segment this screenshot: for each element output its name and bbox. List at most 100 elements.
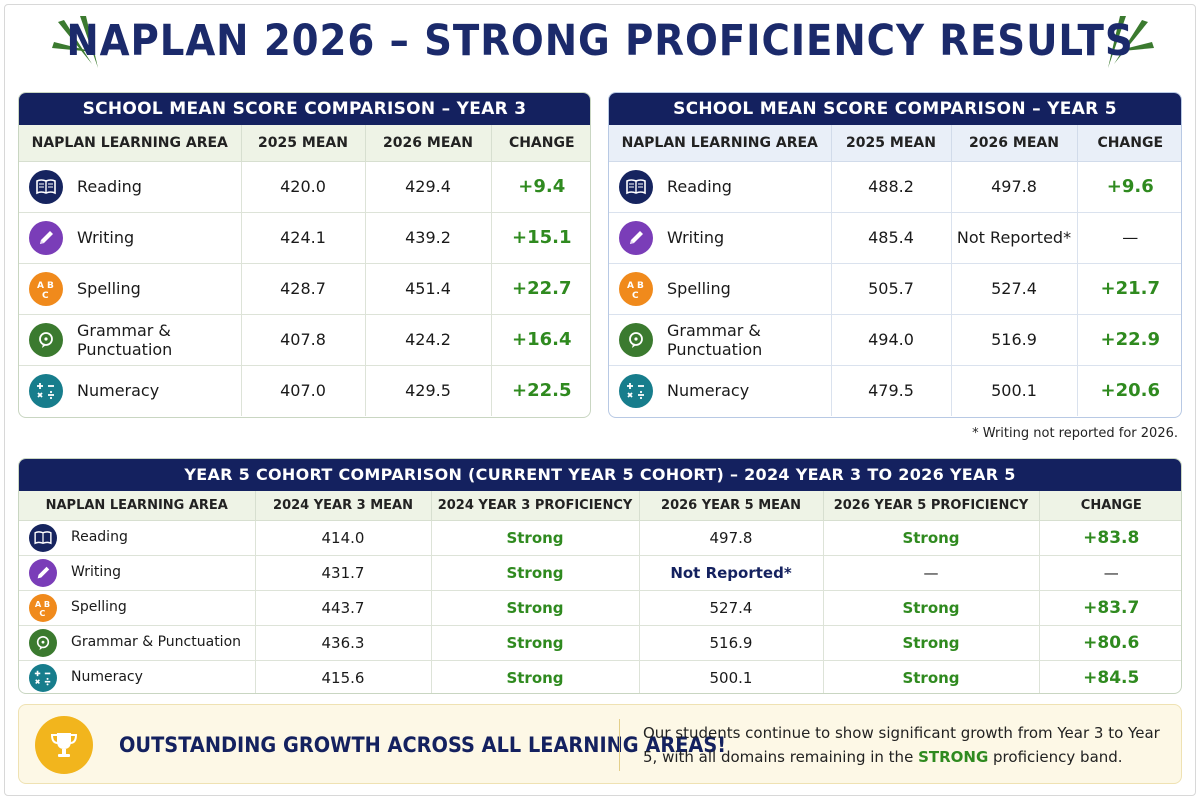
- change-value: +21.7: [1077, 263, 1181, 315]
- area-label: Reading: [71, 529, 128, 545]
- column-header: 2026 YEAR 5 PROFICIENCY: [823, 491, 1040, 521]
- change-value: +15.1: [491, 212, 590, 264]
- svg-text:C: C: [39, 608, 45, 618]
- mean-2025: 420.0: [241, 161, 366, 213]
- mean-2025: 428.7: [241, 263, 366, 315]
- mean-2025: 488.2: [831, 161, 952, 213]
- table-row: Grammar & Punctuation 494.0 516.9 +22.9: [609, 314, 1181, 366]
- column-header: CHANGE: [491, 125, 590, 162]
- mean-2026: 516.9: [951, 314, 1078, 366]
- book-icon: [619, 169, 653, 204]
- mean-2025: 424.1: [241, 212, 366, 264]
- area-cell: Writing: [609, 212, 832, 264]
- change-value: +83.8: [1039, 520, 1181, 556]
- area-label: Grammar & Punctuation: [71, 634, 242, 650]
- column-header: 2024 YEAR 3 MEAN: [255, 491, 432, 521]
- area-label: Spelling: [667, 279, 731, 298]
- y3-mean: 436.3: [255, 625, 432, 661]
- banner-highlight: STRONG: [918, 748, 989, 766]
- math-symbols-icon: [619, 373, 653, 408]
- svg-text:A: A: [627, 281, 634, 291]
- area-label: Writing: [77, 228, 135, 247]
- table-row: Writing 485.4 Not Reported* —: [609, 212, 1181, 264]
- table-row: Writing 431.7 Strong Not Reported* — —: [19, 555, 1181, 591]
- y5-proficiency: Strong: [823, 625, 1040, 661]
- svg-text:A: A: [35, 599, 42, 609]
- table-header-row: NAPLAN LEARNING AREA 2024 YEAR 3 MEAN 20…: [19, 491, 1181, 521]
- year3-panel: SCHOOL MEAN SCORE COMPARISON – YEAR 3 NA…: [18, 92, 591, 418]
- y3-mean: 431.7: [255, 555, 432, 591]
- mean-2026: 429.4: [365, 161, 492, 213]
- area-cell: Grammar & Punctuation: [19, 625, 256, 661]
- area-cell: Reading: [19, 161, 242, 213]
- cohort-table: NAPLAN LEARNING AREA 2024 YEAR 3 MEAN 20…: [19, 491, 1181, 693]
- page-title: NAPLAN 2026 – STRONG PROFICIENCY RESULTS: [66, 16, 1134, 66]
- change-value: +20.6: [1100, 380, 1161, 402]
- change-value: —: [1039, 555, 1181, 591]
- y3-mean: 414.0: [255, 520, 432, 556]
- banner-text-start: Our students continue to show significan…: [643, 724, 1160, 766]
- y3-proficiency: Strong: [431, 555, 640, 591]
- mean-2026: 497.8: [951, 161, 1078, 213]
- column-header: CHANGE: [1077, 125, 1181, 162]
- math-symbols-icon: [29, 663, 57, 692]
- y3-proficiency: Strong: [431, 590, 640, 626]
- column-header: 2026 YEAR 5 MEAN: [639, 491, 824, 521]
- burst-right-icon: [1108, 16, 1154, 68]
- y3-proficiency: Strong: [431, 660, 640, 693]
- table-row: Reading 420.0 429.4 +9.4: [19, 161, 590, 213]
- area-label: Spelling: [71, 599, 127, 615]
- speech-bubble-icon: [29, 628, 57, 657]
- change-value: +22.9: [1077, 314, 1181, 366]
- y3-proficiency: Strong: [431, 520, 640, 556]
- column-header: 2025 MEAN: [831, 125, 952, 162]
- change-value: +22.5: [512, 380, 572, 402]
- cohort-panel: YEAR 5 COHORT COMPARISON (CURRENT YEAR 5…: [18, 458, 1182, 694]
- change-value: +80.6: [1039, 625, 1181, 661]
- column-header: NAPLAN LEARNING AREA: [609, 125, 832, 162]
- column-header: 2026 MEAN: [951, 125, 1078, 162]
- y5-mean: 527.4: [639, 590, 824, 626]
- area-label: Writing: [667, 228, 725, 247]
- table-row: Numeracy 479.5 500.1 +20.6: [609, 365, 1181, 416]
- area-cell: Reading: [609, 161, 832, 213]
- y3-mean: 415.6: [255, 660, 432, 693]
- year5-heading: SCHOOL MEAN SCORE COMPARISON – YEAR 5: [609, 93, 1181, 125]
- column-header: 2024 YEAR 3 PROFICIENCY: [431, 491, 640, 521]
- table-row: Writing 424.1 439.2 +15.1: [19, 212, 590, 264]
- area-label: Grammar & Punctuation: [77, 320, 173, 359]
- y5-proficiency: —: [823, 555, 1040, 591]
- table-row: Grammar & Punctuation 407.8 424.2 +16.4: [19, 314, 590, 366]
- banner-text-end: proficiency band.: [988, 748, 1123, 766]
- book-icon: [29, 169, 63, 204]
- book-icon: [29, 523, 57, 552]
- pencil-icon: [29, 558, 57, 587]
- table-row: Reading 414.0 Strong 497.8 Strong +83.8: [19, 520, 1181, 556]
- y5-proficiency: Strong: [823, 590, 1040, 626]
- mean-2025: 485.4: [831, 212, 952, 264]
- svg-text:B: B: [47, 281, 54, 291]
- area-label: Numeracy: [667, 381, 750, 401]
- mean-2025: 479.5: [831, 365, 952, 416]
- speech-bubble-icon: [29, 322, 63, 357]
- mean-2026: 451.4: [365, 263, 492, 315]
- mean-2025: 505.7: [831, 263, 952, 315]
- change-value: +22.7: [491, 263, 590, 315]
- speech-bubble-icon: [619, 322, 653, 357]
- y5-mean: 516.9: [639, 625, 824, 661]
- area-cell: Numeracy: [19, 365, 242, 416]
- y5-proficiency: Strong: [823, 660, 1040, 693]
- column-header: NAPLAN LEARNING AREA: [19, 125, 242, 162]
- change-value: +84.5: [1083, 667, 1140, 688]
- mean-2025: 494.0: [831, 314, 952, 366]
- pencil-icon: [29, 220, 63, 255]
- table-row: Reading 488.2 497.8 +9.6: [609, 161, 1181, 213]
- table-header-row: NAPLAN LEARNING AREA 2025 MEAN 2026 MEAN…: [609, 125, 1181, 162]
- banner-divider: [619, 719, 620, 771]
